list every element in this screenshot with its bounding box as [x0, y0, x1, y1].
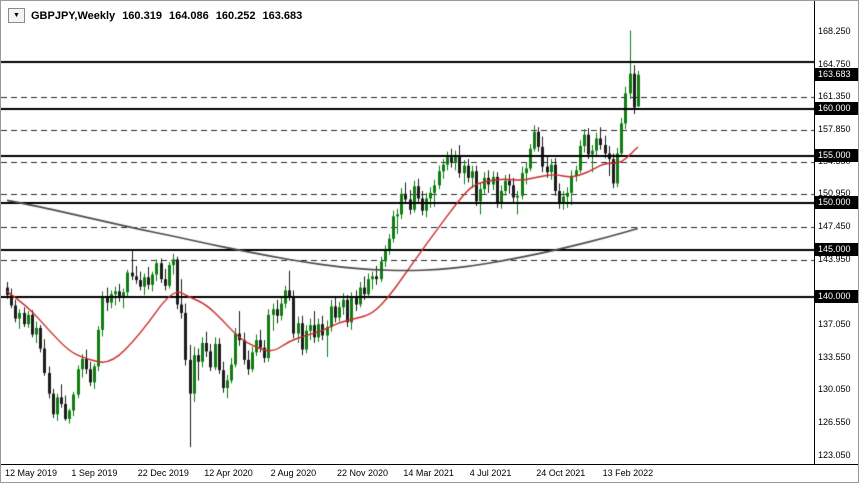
- quote-close: 163.683: [262, 9, 303, 22]
- price-level-box: 150.000: [815, 196, 858, 210]
- chart-title-overlay: ▼ GBPJPY,Weekly 160.319 164.086 160.252 …: [8, 8, 302, 23]
- time-tick-label: 2 Aug 2020: [270, 468, 317, 478]
- time-tick-label: 12 May 2019: [5, 468, 58, 478]
- quote-line: GBPJPY,Weekly 160.319 164.086 160.252 16…: [31, 10, 302, 22]
- price-tick-label: 161.350: [818, 90, 851, 101]
- price-tick-label: 137.050: [818, 318, 851, 329]
- price-level-box: 145.000: [815, 243, 858, 257]
- chevron-down-icon: ▼: [13, 12, 20, 19]
- price-level-box: 155.000: [815, 149, 858, 163]
- price-tick-label: 150.950: [818, 188, 851, 199]
- price-axis[interactable]: 168.250164.750161.350157.850154.350150.9…: [814, 1, 858, 464]
- time-axis[interactable]: 12 May 2019 1 Sep 2019 22 Dec 2019 12 Apr 2…: [1, 464, 858, 482]
- symbol-timeframe-label: GBPJPY,Weekly: [31, 9, 116, 22]
- price-tick-label: 168.250: [818, 25, 851, 36]
- time-tick-label: 13 Feb 2022: [602, 468, 654, 478]
- price-tick-label: 123.050: [818, 450, 851, 461]
- time-tick-label: 4 Jul 2021: [469, 468, 512, 478]
- quote-open: 160.319: [122, 9, 162, 22]
- chart-canvas[interactable]: [1, 1, 814, 464]
- time-tick-label: 22 Nov 2020: [337, 468, 389, 478]
- time-tick-label: 22 Dec 2019: [137, 468, 189, 478]
- quote-high: 164.086: [168, 9, 209, 22]
- price-tick-label: 126.550: [818, 417, 851, 428]
- chart-plot-area[interactable]: [1, 1, 814, 464]
- price-tick-label: 143.950: [818, 253, 851, 264]
- symbol-dropdown-button[interactable]: ▼: [8, 8, 25, 23]
- time-tick-label: 24 Oct 2021: [536, 468, 586, 478]
- quote-low: 160.252: [215, 9, 256, 22]
- price-tick-label: 130.050: [818, 384, 851, 395]
- price-tick-label: 133.550: [818, 351, 851, 362]
- time-tick-label: 14 Mar 2021: [403, 468, 454, 478]
- price-tick-label: 157.850: [818, 123, 851, 134]
- price-tick-label: 147.450: [818, 221, 851, 232]
- time-tick-label: 12 Apr 2020: [204, 468, 253, 478]
- price-tick-label: 164.750: [818, 58, 851, 69]
- price-level-box: 140.000: [815, 290, 858, 303]
- time-tick-label: 1 Sep 2019: [71, 468, 118, 478]
- price-level-box: 160.000: [815, 102, 858, 116]
- price-level-box: 163.683: [815, 67, 858, 81]
